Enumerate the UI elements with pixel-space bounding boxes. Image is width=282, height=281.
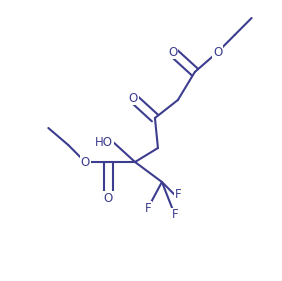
Text: O: O — [128, 92, 138, 105]
Text: O: O — [81, 155, 90, 169]
Text: F: F — [175, 189, 182, 201]
Text: HO: HO — [95, 135, 113, 148]
Text: F: F — [145, 201, 151, 214]
Text: F: F — [171, 209, 178, 221]
Text: O: O — [168, 46, 177, 58]
Text: O: O — [213, 46, 222, 58]
Text: O: O — [103, 191, 113, 205]
